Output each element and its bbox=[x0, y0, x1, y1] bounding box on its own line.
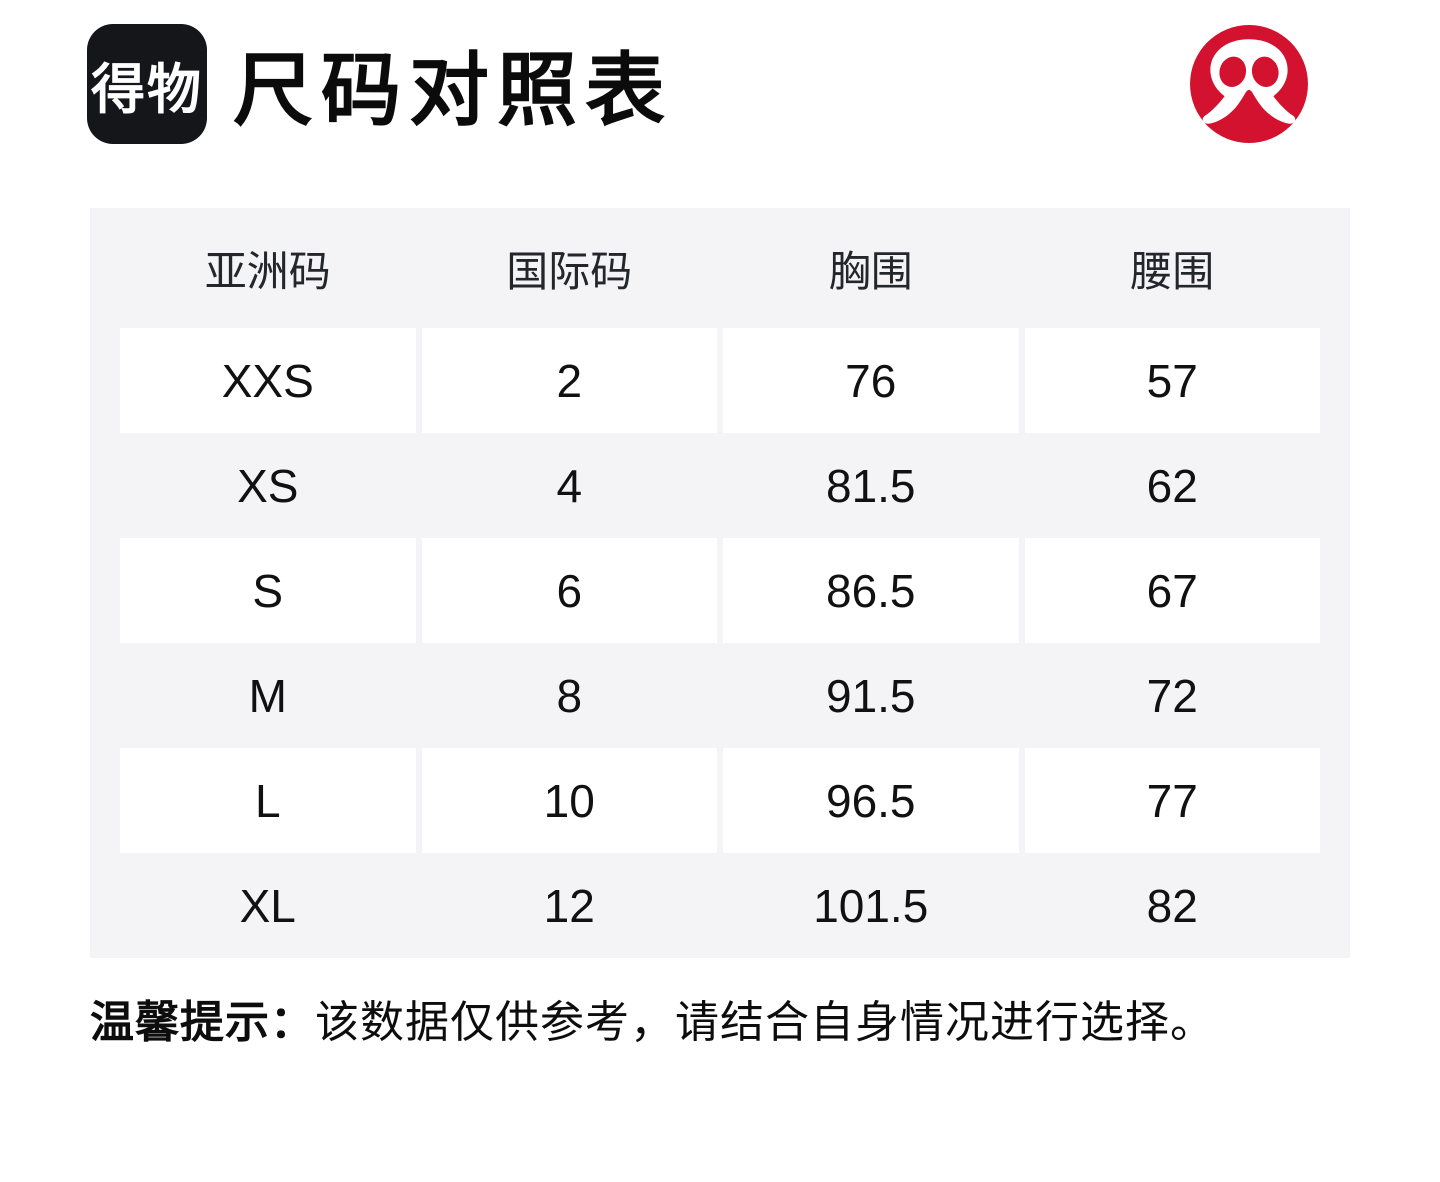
page-title: 尺码对照表 bbox=[233, 46, 673, 135]
cell-chest: 76 bbox=[723, 328, 1019, 433]
column-header-chest: 胸围 bbox=[828, 247, 913, 295]
cell-asian-size: L bbox=[120, 748, 416, 853]
cell-waist: 57 bbox=[1024, 328, 1320, 433]
cell-waist: 62 bbox=[1146, 459, 1198, 512]
cell-intl-size: 12 bbox=[543, 879, 595, 932]
cell-asian-size: M bbox=[248, 669, 287, 722]
table-row: M 8 91.5 72 bbox=[90, 643, 1350, 748]
dewu-logo-text: 得物 bbox=[91, 59, 203, 120]
cell-asian-size: XL bbox=[239, 879, 296, 932]
column-header-intl-size: 国际码 bbox=[506, 247, 633, 295]
lululemon-logo-icon bbox=[1188, 23, 1310, 145]
cell-waist: 72 bbox=[1146, 669, 1198, 722]
size-table: 亚洲码 国际码 胸围 腰围 XXS 2 76 57 XS 4 81.5 62 S… bbox=[90, 208, 1350, 958]
table-row: XS 4 81.5 62 bbox=[90, 433, 1350, 538]
cell-chest: 101.5 bbox=[813, 879, 929, 932]
cell-intl-size: 8 bbox=[556, 669, 583, 722]
cell-waist: 82 bbox=[1146, 879, 1198, 932]
cell-waist: 77 bbox=[1024, 748, 1320, 853]
cell-asian-size: XS bbox=[237, 459, 299, 512]
cell-waist: 67 bbox=[1024, 538, 1320, 643]
column-header-waist: 腰围 bbox=[1130, 247, 1215, 295]
cell-intl-size: 2 bbox=[421, 328, 717, 433]
table-row: XL 12 101.5 82 bbox=[90, 853, 1350, 958]
page-header: 得物 尺码对照表 bbox=[0, 0, 1440, 144]
cell-chest: 86.5 bbox=[723, 538, 1019, 643]
cell-chest: 96.5 bbox=[723, 748, 1019, 853]
table-row: XXS 2 76 57 bbox=[90, 328, 1350, 433]
cell-asian-size: XXS bbox=[120, 328, 416, 433]
cell-chest: 91.5 bbox=[825, 669, 916, 722]
table-row: S 6 86.5 67 bbox=[90, 538, 1350, 643]
cell-asian-size: S bbox=[120, 538, 416, 643]
cell-chest: 81.5 bbox=[825, 459, 916, 512]
cell-intl-size: 6 bbox=[421, 538, 717, 643]
column-header-asian-size: 亚洲码 bbox=[204, 247, 331, 295]
dewu-app-logo-icon: 得物 bbox=[87, 24, 207, 144]
table-row: L 10 96.5 77 bbox=[90, 748, 1350, 853]
disclaimer-note: 温馨提示：该数据仅供参考，请结合自身情况进行选择。 bbox=[90, 986, 1440, 1050]
table-header-row: 亚洲码 国际码 胸围 腰围 bbox=[90, 208, 1350, 328]
cell-intl-size: 10 bbox=[421, 748, 717, 853]
disclaimer-text: 该数据仅供参考，请结合自身情况进行选择。 bbox=[315, 998, 1215, 1047]
disclaimer-label: 温馨提示： bbox=[90, 998, 315, 1047]
cell-intl-size: 4 bbox=[556, 459, 583, 512]
